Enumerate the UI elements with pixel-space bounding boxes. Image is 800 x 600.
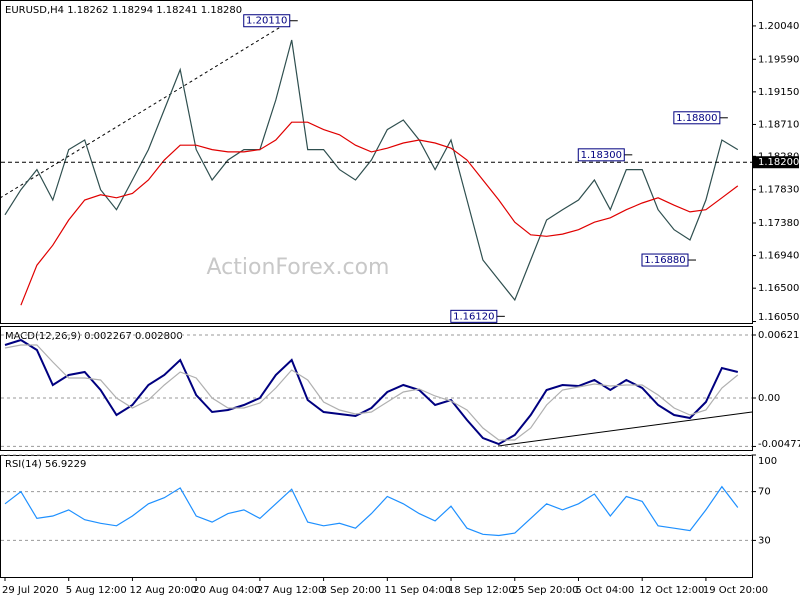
x-tick-label: 20 Aug 04:00 bbox=[193, 585, 260, 596]
x-tick-label: 27 Aug 12:00 bbox=[257, 585, 324, 596]
annotation-label: 1.18300 bbox=[581, 150, 622, 161]
macd-panel bbox=[0, 326, 753, 451]
annotation-box bbox=[673, 111, 721, 125]
current-price-label: 1.18200 bbox=[758, 157, 799, 168]
x-tick-label: 11 Sep 04:00 bbox=[384, 585, 451, 596]
annotation-label: 1.16120 bbox=[453, 311, 494, 322]
annotation-label: 1.16880 bbox=[644, 255, 685, 266]
x-tick-label: 12 Oct 12:00 bbox=[639, 585, 704, 596]
annotation-box bbox=[641, 253, 689, 267]
x-tick-label: 5 Oct 04:00 bbox=[575, 585, 634, 596]
macd-trend-line bbox=[497, 411, 753, 447]
series-line bbox=[4, 485, 739, 537]
x-tick-label: 29 Jul 2020 bbox=[2, 585, 59, 596]
y-tick-label: 1.16500 bbox=[758, 283, 799, 294]
rsi-panel bbox=[0, 455, 753, 578]
y-tick-label: 0.006212 bbox=[758, 330, 800, 341]
price-panel bbox=[0, 0, 753, 324]
x-tick-label: 19 Oct 20:00 bbox=[703, 585, 768, 596]
trend-line bbox=[0, 19, 293, 199]
series-line bbox=[4, 338, 739, 446]
annotation-box bbox=[450, 309, 498, 323]
y-tick-label: 30 bbox=[758, 535, 771, 546]
x-tick-label: 18 Sep 12:00 bbox=[448, 585, 515, 596]
series-line bbox=[4, 39, 739, 302]
annotation-box bbox=[243, 14, 291, 28]
y-tick-label: 1.17380 bbox=[758, 218, 799, 229]
macd-title: MACD(12,26,9) 0.002267 0.002800 bbox=[5, 331, 183, 342]
x-tick-label: 5 Aug 12:00 bbox=[66, 585, 127, 596]
y-tick-label: 100 bbox=[758, 456, 777, 467]
y-tick-label: 1.19590 bbox=[758, 54, 799, 65]
y-tick-label: 1.16050 bbox=[758, 312, 799, 323]
annotation-label: 1.18800 bbox=[676, 113, 717, 124]
rsi-title: RSI(14) 56.9229 bbox=[5, 459, 86, 470]
current-price-box bbox=[753, 156, 799, 169]
series-line bbox=[20, 121, 739, 306]
y-tick-label: 70 bbox=[758, 487, 771, 498]
y-tick-label: -0.004778 bbox=[758, 439, 800, 450]
x-tick-label: 25 Sep 20:00 bbox=[512, 585, 579, 596]
y-tick-label: 1.18710 bbox=[758, 119, 799, 130]
price-title: EURUSD,H4 1.18262 1.18294 1.18241 1.1828… bbox=[5, 5, 242, 16]
y-tick-label: 1.17830 bbox=[758, 185, 799, 196]
y-tick-label: 1.20040 bbox=[758, 21, 799, 32]
annotation-box bbox=[577, 148, 625, 162]
x-tick-label: 12 Aug 20:00 bbox=[129, 585, 196, 596]
x-tick-label: 3 Sep 20:00 bbox=[321, 585, 381, 596]
annotation-label: 1.20110 bbox=[246, 16, 287, 27]
y-tick-label: 0.00 bbox=[758, 393, 780, 404]
watermark: ActionForex.com bbox=[207, 255, 390, 280]
y-tick-label: 1.19150 bbox=[758, 87, 799, 98]
series-line bbox=[4, 344, 739, 441]
y-tick-label: 1.16940 bbox=[758, 251, 799, 262]
